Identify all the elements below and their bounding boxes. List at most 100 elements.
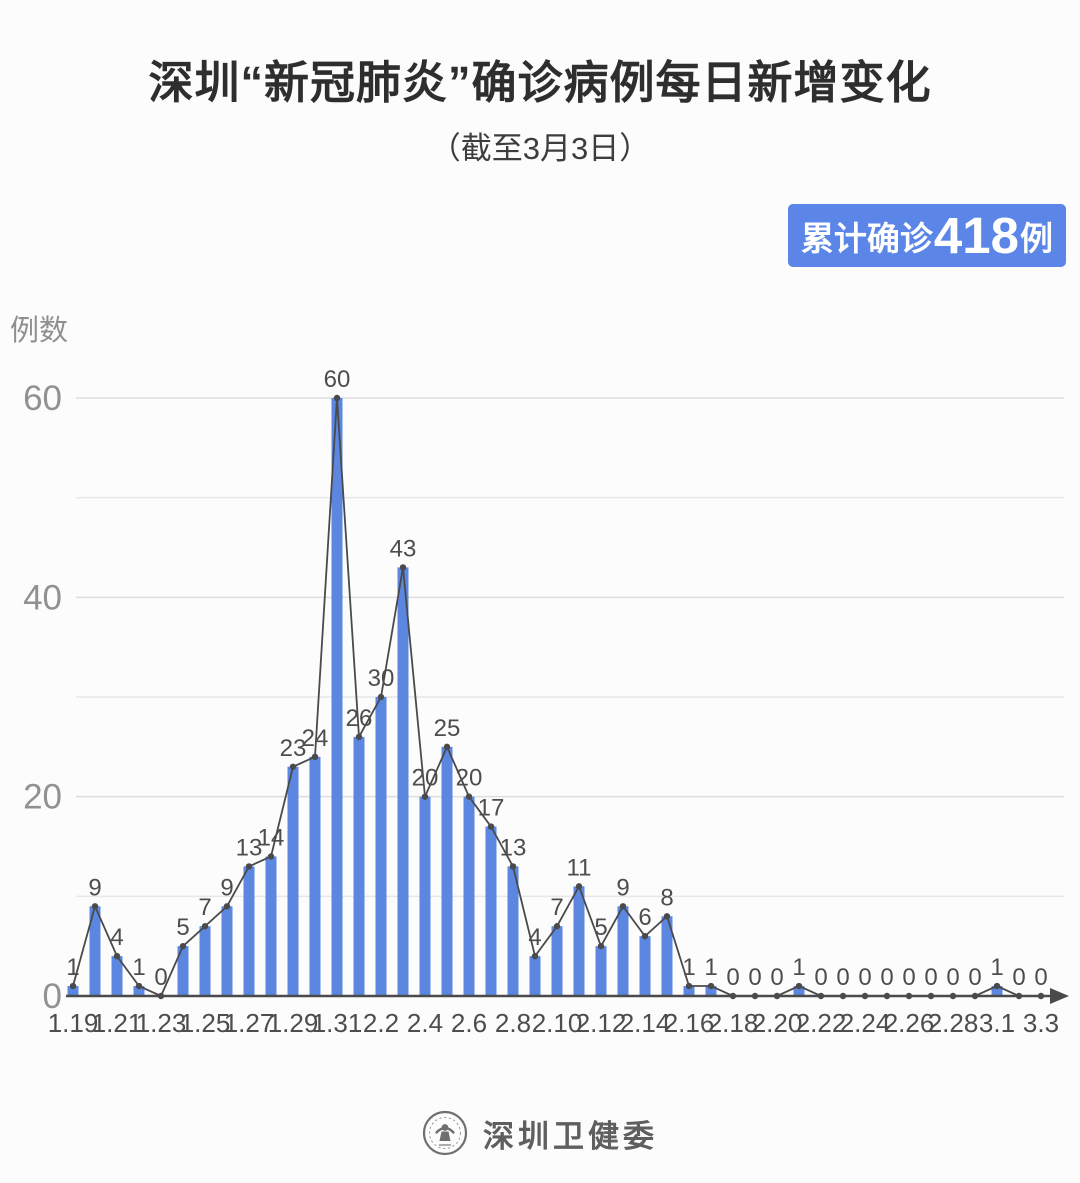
value-label: 23 xyxy=(280,735,307,762)
footer: 深圳卫健委 xyxy=(0,1110,1080,1156)
data-point xyxy=(223,903,231,910)
data-point xyxy=(91,903,99,910)
value-label: 0 xyxy=(770,964,783,991)
data-point xyxy=(619,903,627,910)
daily-new-cases-chart: 1 9 4 1 0 5 7 9 13 14 23 24 60 26 30 43 20 25 20 17 13 4 7 11 5 9… xyxy=(0,300,1080,1070)
data-point xyxy=(377,693,385,701)
value-label: 1 xyxy=(792,954,805,981)
y-gridlines xyxy=(76,397,1064,898)
bar xyxy=(683,986,695,996)
badge-prefix-label: 累计确诊 xyxy=(800,219,933,257)
value-label: 60 xyxy=(324,366,351,393)
bar xyxy=(529,956,541,996)
data-point xyxy=(267,853,275,860)
x-tick-label: 2.10 xyxy=(532,1008,583,1038)
x-tick-label: 2.18 xyxy=(708,1008,759,1038)
value-label: 0 xyxy=(946,964,959,991)
x-tick-label: 1.19 xyxy=(48,1008,99,1038)
value-label: 0 xyxy=(154,964,167,991)
value-label: 0 xyxy=(924,964,937,991)
value-label: 1 xyxy=(682,954,695,981)
data-point xyxy=(597,942,605,950)
x-tick-labels: 1.191.211.231.251.271.291.31 2.2 2.4 2.6 2.8… xyxy=(48,1008,1059,1038)
data-point xyxy=(575,883,583,890)
value-label: 0 xyxy=(1012,964,1025,991)
value-label: 9 xyxy=(88,874,101,901)
value-label: 0 xyxy=(726,964,739,991)
data-point xyxy=(289,763,297,770)
value-label: 14 xyxy=(258,824,285,851)
data-point xyxy=(333,394,341,402)
value-label: 0 xyxy=(880,964,893,991)
value-label: 11 xyxy=(567,854,592,881)
data-point xyxy=(663,913,671,920)
value-label: 9 xyxy=(220,874,233,901)
value-label: 0 xyxy=(968,964,981,991)
value-label: 20 xyxy=(456,765,483,792)
x-tick-label: 2.6 xyxy=(451,1008,487,1038)
bar xyxy=(375,697,387,996)
y-tick-label: 20 xyxy=(23,778,62,817)
data-point xyxy=(421,793,429,800)
x-tick-label: 2.12 xyxy=(576,1008,627,1038)
bar xyxy=(441,746,453,996)
bar xyxy=(397,567,409,996)
data-point xyxy=(795,982,803,990)
bar xyxy=(793,986,805,996)
value-label: 5 xyxy=(594,914,607,941)
bar xyxy=(67,986,79,996)
value-label: 43 xyxy=(390,535,417,562)
y-axis-title: 例数 xyxy=(10,314,68,347)
data-point xyxy=(69,982,77,990)
bar xyxy=(177,946,189,996)
x-tick-label: 2.4 xyxy=(407,1008,443,1038)
value-label: 1 xyxy=(66,954,79,981)
x-tick-label: 1.25 xyxy=(180,1008,231,1038)
value-label: 20 xyxy=(412,765,439,792)
data-point xyxy=(355,733,363,741)
bar xyxy=(661,916,673,996)
x-tick-label: 2.26 xyxy=(884,1008,935,1038)
x-tick-label: 1.23 xyxy=(136,1008,187,1038)
value-label: 0 xyxy=(902,964,915,991)
value-label: 24 xyxy=(302,725,329,752)
data-point xyxy=(443,743,451,751)
bar xyxy=(705,986,717,996)
y-tick-label: 0 xyxy=(43,977,62,1016)
value-label: 9 xyxy=(616,874,629,901)
data-point xyxy=(531,952,539,960)
value-label: 4 xyxy=(110,924,123,951)
data-point xyxy=(201,923,209,930)
bar xyxy=(89,906,101,996)
cumulative-total-badge: 累计确诊 418 例 xyxy=(787,204,1066,267)
x-tick-label: 1.21 xyxy=(92,1008,143,1038)
bar xyxy=(331,398,343,996)
bar xyxy=(595,946,607,996)
bar xyxy=(287,766,299,996)
data-point xyxy=(113,952,121,960)
data-point xyxy=(311,753,319,760)
x-tick-label: 2.24 xyxy=(840,1008,891,1038)
value-label: 1 xyxy=(990,954,1003,981)
value-label: 0 xyxy=(858,964,871,991)
bar xyxy=(353,736,365,996)
x-tick-label: 2.22 xyxy=(796,1008,847,1038)
bar xyxy=(221,906,233,996)
x-tick-label: 1.27 xyxy=(224,1008,275,1038)
data-point xyxy=(685,982,693,990)
data-point xyxy=(641,933,649,940)
badge-suffix-label: 例 xyxy=(1020,219,1053,257)
value-label: 17 xyxy=(478,795,505,822)
footer-brand-text: 深圳卫健委 xyxy=(483,1118,658,1154)
data-point xyxy=(399,564,407,571)
y-tick-labels: 0 20 40 60 xyxy=(23,379,62,1016)
value-label: 26 xyxy=(346,705,373,732)
x-tick-label: 3.1 xyxy=(979,1008,1015,1038)
value-label: 0 xyxy=(1034,964,1047,991)
data-point xyxy=(487,823,495,830)
x-tick-label: 1.31 xyxy=(312,1008,363,1038)
data-point xyxy=(465,793,473,800)
bar xyxy=(991,986,1003,996)
